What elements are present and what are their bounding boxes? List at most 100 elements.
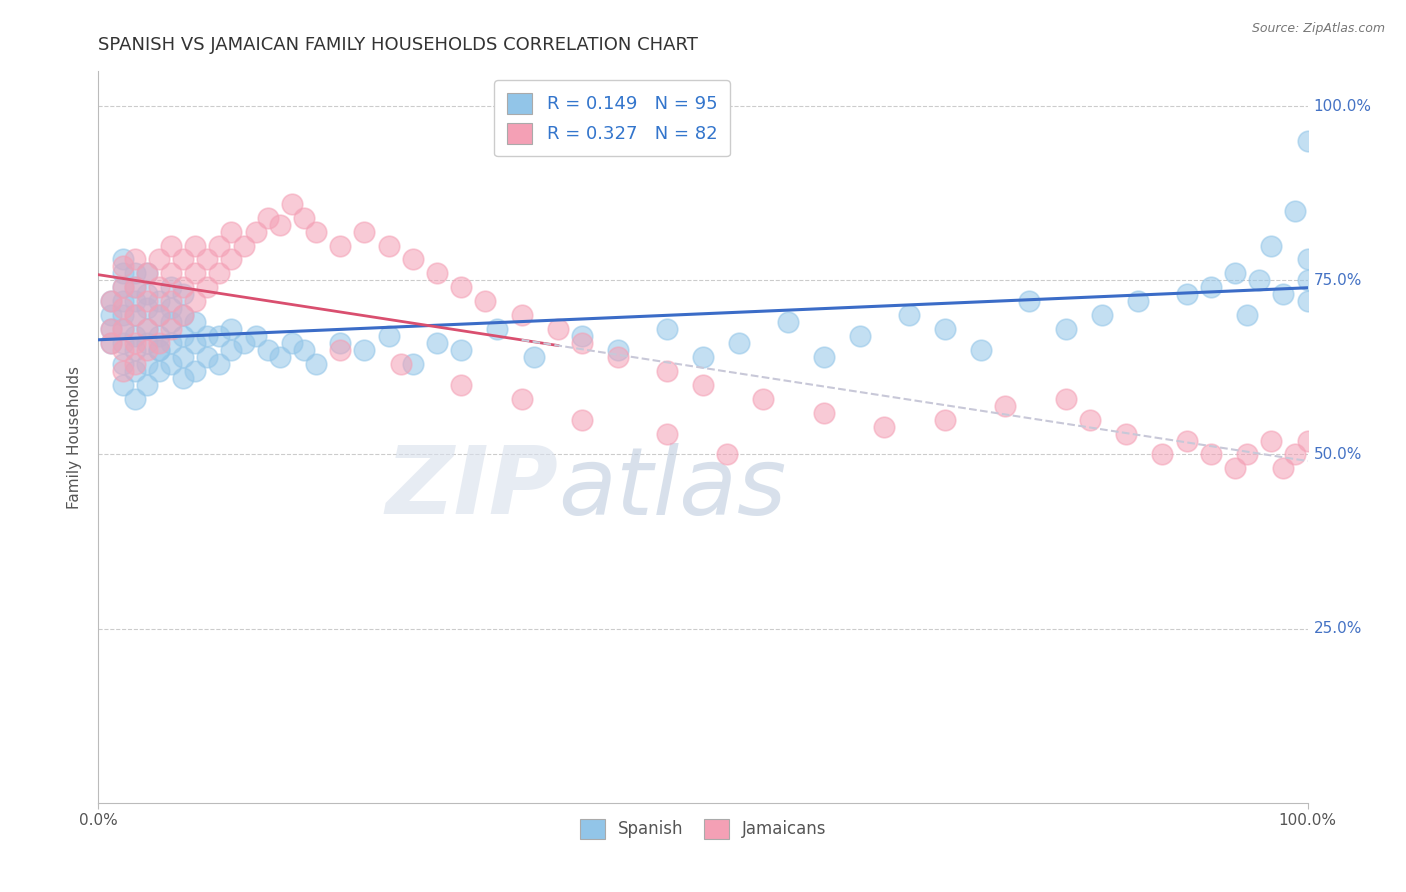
Point bbox=[813, 406, 835, 420]
Point bbox=[1175, 287, 1198, 301]
Point bbox=[160, 280, 183, 294]
Text: 100.0%: 100.0% bbox=[1313, 99, 1372, 113]
Point bbox=[124, 329, 146, 343]
Point bbox=[124, 308, 146, 322]
Point bbox=[377, 329, 399, 343]
Point bbox=[1296, 294, 1319, 309]
Point bbox=[184, 336, 207, 351]
Point bbox=[111, 364, 134, 378]
Point bbox=[221, 322, 243, 336]
Point bbox=[135, 266, 157, 280]
Point bbox=[135, 266, 157, 280]
Point bbox=[692, 350, 714, 364]
Point bbox=[450, 280, 472, 294]
Point bbox=[160, 336, 183, 351]
Point bbox=[1272, 287, 1295, 301]
Point bbox=[135, 336, 157, 351]
Point bbox=[752, 392, 775, 406]
Text: 50.0%: 50.0% bbox=[1313, 447, 1362, 462]
Point bbox=[100, 336, 122, 351]
Point bbox=[1054, 322, 1077, 336]
Point bbox=[111, 280, 134, 294]
Point bbox=[160, 315, 183, 329]
Point bbox=[1260, 434, 1282, 448]
Point bbox=[547, 322, 569, 336]
Point bbox=[1199, 280, 1222, 294]
Point bbox=[232, 238, 254, 252]
Point bbox=[510, 392, 533, 406]
Point bbox=[571, 336, 593, 351]
Point bbox=[124, 294, 146, 309]
Point bbox=[934, 412, 956, 426]
Point bbox=[148, 329, 170, 343]
Point bbox=[111, 357, 134, 371]
Point bbox=[184, 315, 207, 329]
Point bbox=[100, 294, 122, 309]
Point bbox=[692, 377, 714, 392]
Point bbox=[172, 308, 194, 322]
Point bbox=[426, 336, 449, 351]
Point bbox=[124, 364, 146, 378]
Point bbox=[269, 350, 291, 364]
Text: Source: ZipAtlas.com: Source: ZipAtlas.com bbox=[1251, 22, 1385, 36]
Point bbox=[1199, 448, 1222, 462]
Point bbox=[305, 225, 328, 239]
Point bbox=[160, 357, 183, 371]
Point bbox=[450, 343, 472, 357]
Point bbox=[486, 322, 509, 336]
Point bbox=[135, 322, 157, 336]
Point bbox=[571, 329, 593, 343]
Point bbox=[1272, 461, 1295, 475]
Point bbox=[135, 377, 157, 392]
Point bbox=[111, 322, 134, 336]
Point bbox=[135, 322, 157, 336]
Point bbox=[1284, 448, 1306, 462]
Point bbox=[172, 280, 194, 294]
Point bbox=[281, 336, 304, 351]
Point bbox=[100, 322, 122, 336]
Point bbox=[100, 308, 122, 322]
Point bbox=[148, 308, 170, 322]
Point bbox=[305, 357, 328, 371]
Point bbox=[208, 357, 231, 371]
Point bbox=[172, 350, 194, 364]
Point bbox=[474, 294, 496, 309]
Point bbox=[172, 308, 194, 322]
Point bbox=[1078, 412, 1101, 426]
Point bbox=[172, 287, 194, 301]
Point bbox=[100, 294, 122, 309]
Point bbox=[994, 399, 1017, 413]
Point bbox=[934, 322, 956, 336]
Point bbox=[124, 343, 146, 357]
Point bbox=[1175, 434, 1198, 448]
Point bbox=[111, 308, 134, 322]
Point bbox=[124, 280, 146, 294]
Point bbox=[124, 266, 146, 280]
Point bbox=[292, 343, 315, 357]
Point bbox=[195, 252, 218, 267]
Point bbox=[208, 238, 231, 252]
Point bbox=[160, 294, 183, 309]
Point bbox=[1018, 294, 1040, 309]
Text: ZIP: ZIP bbox=[385, 442, 558, 534]
Point bbox=[970, 343, 993, 357]
Point bbox=[184, 266, 207, 280]
Point bbox=[1236, 308, 1258, 322]
Point bbox=[1284, 203, 1306, 218]
Point bbox=[716, 448, 738, 462]
Point bbox=[111, 377, 134, 392]
Point bbox=[329, 238, 352, 252]
Y-axis label: Family Households: Family Households bbox=[67, 366, 83, 508]
Point bbox=[135, 287, 157, 301]
Point bbox=[377, 238, 399, 252]
Text: 75.0%: 75.0% bbox=[1313, 273, 1362, 288]
Point bbox=[160, 322, 183, 336]
Point bbox=[402, 252, 425, 267]
Point bbox=[135, 301, 157, 316]
Point bbox=[195, 280, 218, 294]
Point bbox=[402, 357, 425, 371]
Point bbox=[148, 252, 170, 267]
Point bbox=[269, 218, 291, 232]
Point bbox=[221, 252, 243, 267]
Point bbox=[1296, 134, 1319, 148]
